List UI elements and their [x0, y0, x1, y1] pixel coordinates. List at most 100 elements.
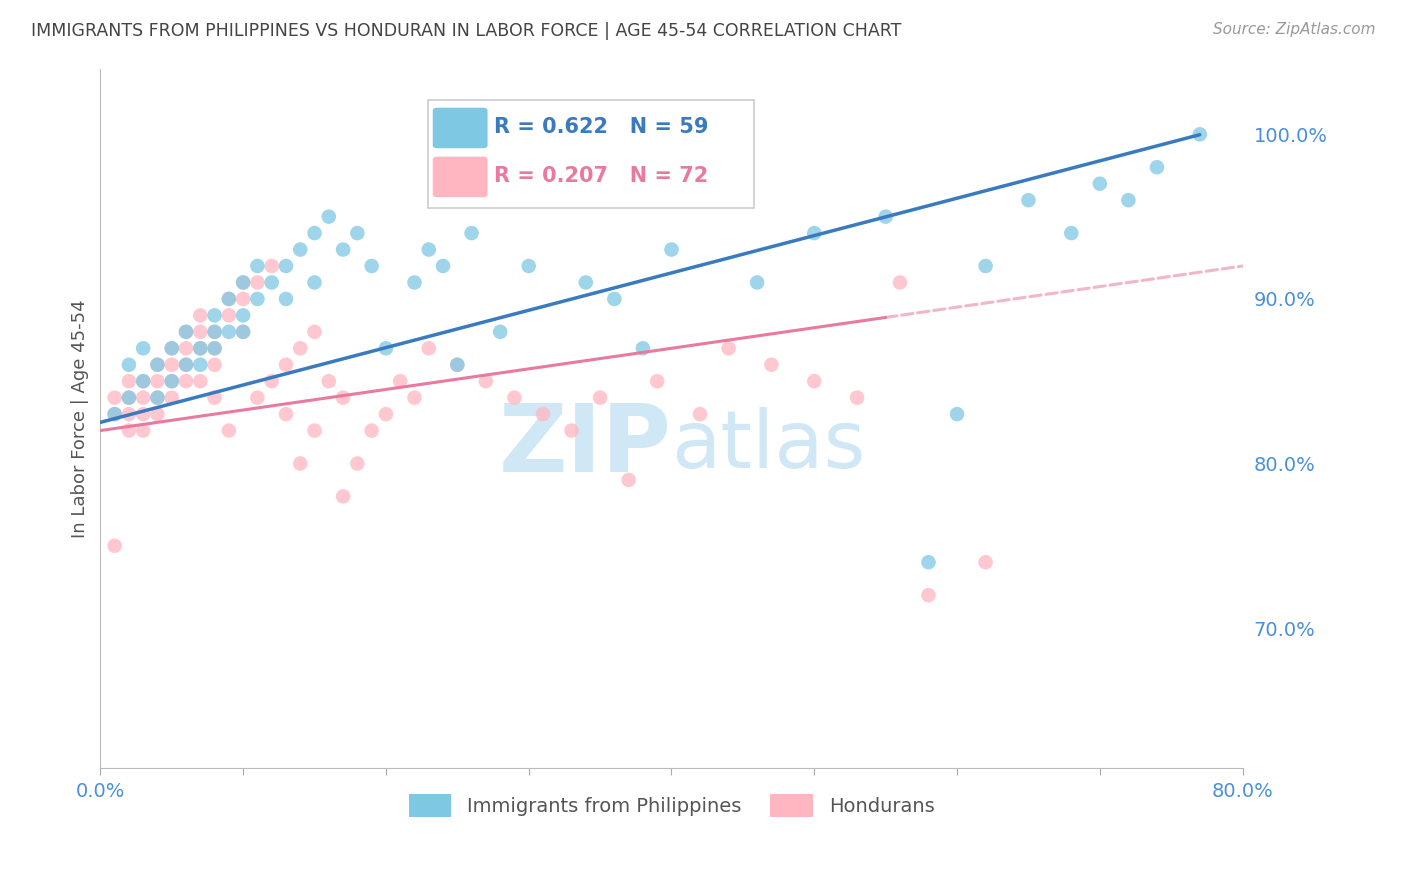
Point — [132, 341, 155, 355]
Point — [803, 226, 825, 240]
Point — [118, 391, 141, 405]
Point — [404, 391, 426, 405]
Point — [304, 424, 326, 438]
Point — [188, 341, 211, 355]
Point — [304, 276, 326, 290]
Point — [132, 424, 155, 438]
Point — [475, 374, 498, 388]
Point — [104, 407, 127, 421]
Point — [589, 391, 612, 405]
Point — [290, 341, 312, 355]
Point — [360, 259, 382, 273]
Point — [290, 457, 312, 471]
Point — [974, 259, 997, 273]
Point — [360, 424, 382, 438]
Point — [218, 292, 240, 306]
Point — [188, 358, 211, 372]
Point — [546, 177, 568, 191]
Point — [318, 210, 340, 224]
Point — [146, 407, 169, 421]
FancyBboxPatch shape — [433, 157, 488, 197]
Point — [260, 276, 283, 290]
Point — [346, 457, 368, 471]
Point — [232, 325, 254, 339]
Point — [418, 341, 440, 355]
Point — [132, 374, 155, 388]
Point — [274, 292, 297, 306]
Point — [717, 341, 740, 355]
Point — [974, 555, 997, 569]
Point — [460, 226, 482, 240]
Legend: Immigrants from Philippines, Hondurans: Immigrants from Philippines, Hondurans — [401, 787, 942, 825]
Point — [846, 391, 869, 405]
Point — [218, 309, 240, 323]
Point — [889, 276, 911, 290]
Point — [118, 358, 141, 372]
Point — [374, 341, 396, 355]
Point — [174, 358, 197, 372]
Point — [703, 193, 725, 207]
Point — [204, 358, 226, 372]
Point — [146, 358, 169, 372]
Point — [188, 325, 211, 339]
Point — [118, 407, 141, 421]
Point — [204, 325, 226, 339]
Point — [174, 374, 197, 388]
Point — [204, 341, 226, 355]
Point — [188, 374, 211, 388]
Point — [404, 276, 426, 290]
Point — [204, 309, 226, 323]
Text: ZIP: ZIP — [499, 401, 672, 492]
Point — [689, 407, 711, 421]
Point — [232, 276, 254, 290]
Point — [560, 424, 582, 438]
Point — [118, 374, 141, 388]
Point — [645, 374, 668, 388]
Point — [146, 391, 169, 405]
Point — [418, 243, 440, 257]
Point — [747, 276, 769, 290]
Point — [503, 391, 526, 405]
Point — [446, 358, 468, 372]
Point — [389, 374, 412, 388]
Text: R = 0.622   N = 59: R = 0.622 N = 59 — [495, 117, 709, 136]
Point — [761, 358, 783, 372]
Point — [132, 391, 155, 405]
Point — [575, 276, 598, 290]
Point — [617, 473, 640, 487]
Point — [160, 391, 183, 405]
Point — [318, 374, 340, 388]
Point — [946, 407, 969, 421]
Point — [218, 424, 240, 438]
Point — [104, 391, 127, 405]
Point — [374, 407, 396, 421]
Point — [661, 243, 683, 257]
Point — [188, 341, 211, 355]
Point — [1146, 161, 1168, 175]
Point — [332, 243, 354, 257]
Point — [232, 309, 254, 323]
Point — [1188, 128, 1211, 142]
Point — [917, 555, 939, 569]
Point — [260, 374, 283, 388]
Point — [290, 243, 312, 257]
Text: atlas: atlas — [672, 408, 866, 485]
Point — [875, 210, 897, 224]
Point — [274, 259, 297, 273]
Point — [160, 374, 183, 388]
Point — [104, 407, 127, 421]
Point — [218, 292, 240, 306]
Point — [146, 374, 169, 388]
Text: IMMIGRANTS FROM PHILIPPINES VS HONDURAN IN LABOR FORCE | AGE 45-54 CORRELATION C: IMMIGRANTS FROM PHILIPPINES VS HONDURAN … — [31, 22, 901, 40]
Point — [188, 309, 211, 323]
Text: R = 0.207   N = 72: R = 0.207 N = 72 — [495, 166, 709, 186]
FancyBboxPatch shape — [429, 100, 754, 209]
Point — [1088, 177, 1111, 191]
Point — [204, 341, 226, 355]
Point — [174, 325, 197, 339]
Point — [246, 276, 269, 290]
Point — [1017, 193, 1039, 207]
Point — [346, 226, 368, 240]
Point — [132, 374, 155, 388]
Point — [432, 259, 454, 273]
